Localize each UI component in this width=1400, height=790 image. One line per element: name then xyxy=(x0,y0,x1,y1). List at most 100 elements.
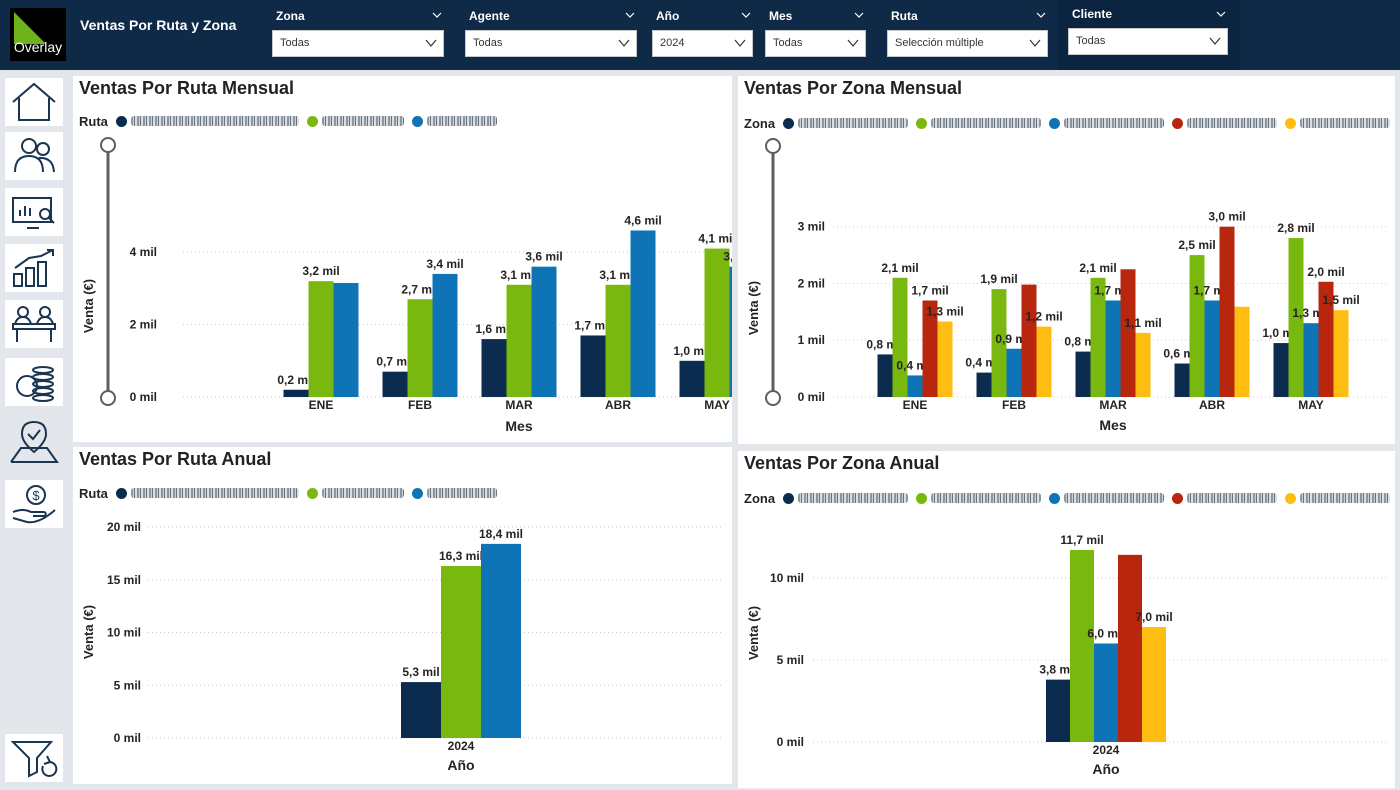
bar xyxy=(877,354,893,397)
bar xyxy=(382,371,408,397)
slicer-mes-label: Mes xyxy=(769,9,793,23)
slicer-mes-value: Todas xyxy=(773,37,803,49)
legend-label-redacted xyxy=(1300,118,1391,128)
data-label: 1,7 mil xyxy=(911,284,948,298)
bar xyxy=(1105,300,1121,397)
slicer-zona: Zona Todas xyxy=(272,6,444,60)
bar xyxy=(892,277,908,397)
bar xyxy=(1204,300,1220,397)
slicer-agente-dropdown[interactable]: Todas xyxy=(465,30,637,57)
bar xyxy=(1234,306,1250,397)
chevron-down-icon[interactable] xyxy=(1216,9,1226,19)
slicer-cliente-value: Todas xyxy=(1076,35,1106,47)
slicer-zona-value: Todas xyxy=(280,37,310,49)
data-label: 0,7 mil xyxy=(376,355,413,369)
nav-growth-button[interactable] xyxy=(5,244,63,292)
chevron-down-icon xyxy=(1029,39,1041,47)
slicer-ruta-dropdown[interactable]: Selección múltiple xyxy=(887,30,1048,57)
bar xyxy=(1118,554,1142,742)
users-icon xyxy=(14,138,55,173)
legend-dot xyxy=(1049,492,1061,504)
slicer-mes: Mes Todas xyxy=(765,6,866,60)
y-tick-label: 2 mil xyxy=(130,318,157,332)
nav-coins-button[interactable] xyxy=(5,358,63,406)
bar xyxy=(506,284,532,397)
chevron-down-icon[interactable] xyxy=(854,10,864,20)
x-tick-label: ENE xyxy=(903,398,928,412)
slicer-zona-dropdown[interactable]: Todas xyxy=(272,30,444,57)
bar xyxy=(1318,281,1334,397)
x-tick-label: FEB xyxy=(408,398,432,412)
legend-dot xyxy=(411,115,423,127)
bar-chart-route-annual: 0 mil 5 mil 10 mil 15 mil 20 mil Venta (€) 5,3… xyxy=(81,520,723,773)
nav-home-button[interactable] xyxy=(5,78,63,126)
y-axis-title: Venta (€) xyxy=(746,606,761,660)
x-tick-label: MAY xyxy=(704,398,730,412)
data-label: 1,0 mil xyxy=(673,344,710,358)
data-label: 16,3 mil xyxy=(439,549,483,563)
data-label: 2,5 mil xyxy=(1178,238,1215,252)
y-axis-title: Venta (€) xyxy=(746,281,761,335)
x-tick-label: FEB xyxy=(1002,398,1026,412)
data-label: 3,2 mil xyxy=(302,264,339,278)
nav-money-button[interactable]: $ xyxy=(5,480,63,528)
bar xyxy=(407,299,433,397)
legend-label-redacted xyxy=(426,488,497,498)
chevron-down-icon xyxy=(847,39,859,47)
x-tick-label: MAY xyxy=(1298,398,1324,412)
legend-dot xyxy=(115,487,127,499)
legend-label-redacted xyxy=(321,488,404,498)
slicer-cliente-dropdown[interactable]: Todas xyxy=(1068,28,1228,55)
bar xyxy=(1174,363,1190,397)
hand-money-icon: $ xyxy=(12,485,56,524)
bar xyxy=(531,266,557,397)
legend-title: Zona xyxy=(744,490,776,506)
y-tick-label: 3 mil xyxy=(798,220,825,234)
clear-filters-button[interactable] xyxy=(5,734,63,782)
legend-label-redacted xyxy=(1187,118,1278,128)
x-tick-label: MAR xyxy=(505,398,533,412)
bar xyxy=(1120,269,1136,397)
zoom-slider-handle xyxy=(765,138,781,154)
y-tick-label: 0 mil xyxy=(798,390,825,404)
legend-dot xyxy=(1172,492,1184,504)
chevron-down-icon[interactable] xyxy=(625,10,635,20)
x-tick-label: 2024 xyxy=(1093,743,1120,757)
data-label: 11,7 mil xyxy=(1060,533,1103,547)
nav-analytics-button[interactable] xyxy=(5,188,63,236)
logo-triangle-icon xyxy=(14,12,46,44)
chevron-down-icon[interactable] xyxy=(432,10,442,20)
y-axis-title: Venta (€) xyxy=(81,605,96,659)
slicer-ruta: Ruta Selección múltiple xyxy=(887,6,1048,60)
data-label: 2,0 mil xyxy=(1307,265,1344,279)
legend-title: Zona xyxy=(744,115,776,131)
bar xyxy=(1142,627,1166,742)
data-label: 1,9 mil xyxy=(980,272,1017,286)
bar xyxy=(1094,643,1118,742)
data-label: 1,3 mil xyxy=(926,305,963,319)
chevron-down-icon[interactable] xyxy=(741,10,751,20)
data-label: 1,2 mil xyxy=(1025,310,1062,324)
nav-map-button[interactable] xyxy=(5,418,63,466)
y-tick-label: 0 mil xyxy=(114,731,141,745)
bar-chart-route-monthly: 0 mil 2 mil 4 mil Venta (€) 0,2 mil 3,2 mil EN… xyxy=(81,137,732,434)
slicer-mes-dropdown[interactable]: Todas xyxy=(765,30,866,57)
x-tick-label: 2024 xyxy=(448,739,475,753)
x-axis-title: Mes xyxy=(1099,417,1126,433)
chevron-down-icon xyxy=(734,39,746,47)
slicer-anio-dropdown[interactable]: 2024 xyxy=(652,30,753,57)
legend-dot xyxy=(115,115,127,127)
bar xyxy=(605,284,631,397)
map-check-icon xyxy=(10,420,59,463)
chart-legend: Zona xyxy=(744,114,1398,132)
x-axis-title: Año xyxy=(447,757,474,773)
chart-title: Ventas Por Zona Anual xyxy=(744,453,940,473)
chevron-down-icon[interactable] xyxy=(1036,10,1046,20)
bar xyxy=(729,266,732,397)
slicer-ruta-value: Selección múltiple xyxy=(895,37,984,49)
nav-users-button[interactable] xyxy=(5,132,63,180)
legend-dot xyxy=(1285,492,1297,504)
panel-route-monthly: Ventas Por Ruta Mensual Ruta 0 mil 2 mil 4… xyxy=(73,76,732,442)
zoom-slider-handle xyxy=(765,390,781,406)
nav-meeting-button[interactable] xyxy=(5,300,63,348)
